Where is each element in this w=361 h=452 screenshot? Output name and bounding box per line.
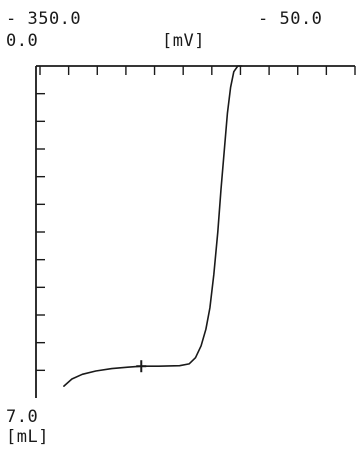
x-axis-unit-label: [mV] bbox=[162, 31, 205, 51]
y-axis-unit-label: [mL] bbox=[6, 427, 49, 447]
titration-curve bbox=[63, 65, 243, 387]
y-axis-max-label: 7.0 bbox=[6, 407, 39, 427]
y-axis-min-label: 0.0 bbox=[6, 31, 39, 51]
x-axis-max-label: - 50.0 bbox=[258, 9, 323, 29]
chart-ticks bbox=[36, 66, 356, 372]
chart-markers bbox=[136, 360, 147, 373]
x-axis-min-label: - 350.0 bbox=[6, 9, 82, 29]
chart-axes bbox=[35, 65, 355, 398]
endpoint-marker bbox=[136, 360, 147, 373]
